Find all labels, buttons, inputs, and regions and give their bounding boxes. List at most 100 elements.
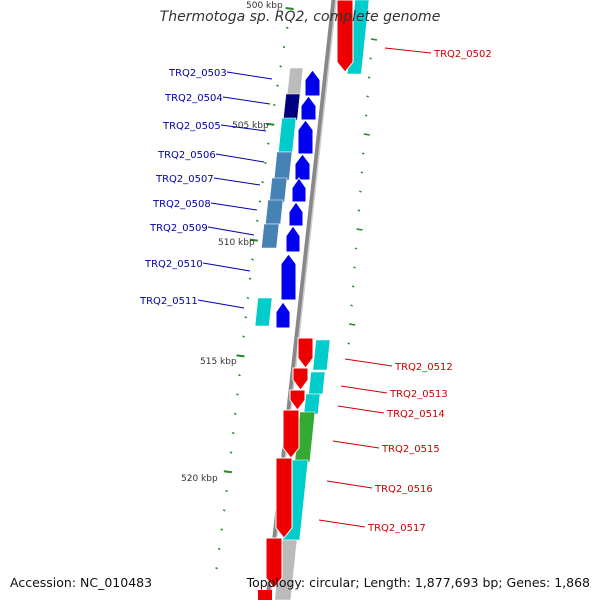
gene-label-forward: TRQ2_0508 bbox=[152, 199, 211, 210]
leader-line bbox=[318, 519, 366, 528]
gene-track bbox=[258, 0, 354, 600]
gene-label-reverse: TRQ2_0515 bbox=[381, 444, 440, 455]
major-tick bbox=[266, 122, 275, 126]
scale-label: 515 kbp bbox=[200, 357, 237, 367]
minor-tick bbox=[231, 431, 235, 435]
genome-title: Thermotoga sp. RQ2, complete genome bbox=[159, 9, 441, 25]
minor-tick bbox=[279, 65, 283, 68]
minor-tick bbox=[360, 171, 364, 174]
major-tick bbox=[223, 470, 232, 474]
scale-label: 510 kbp bbox=[218, 238, 255, 248]
forward-gene-arrow bbox=[297, 119, 314, 155]
scale-label: 500 kbp bbox=[246, 1, 283, 11]
gene-label-reverse: TRQ2_0516 bbox=[374, 484, 433, 495]
forward-gene-arrow bbox=[280, 253, 297, 301]
forward-gene-arrow bbox=[288, 201, 304, 227]
minor-tick bbox=[258, 200, 262, 203]
reverse-gene-arrow bbox=[289, 389, 306, 411]
minor-tick bbox=[367, 76, 371, 79]
minor-tick bbox=[285, 26, 289, 29]
minor-tick bbox=[276, 84, 279, 87]
cog-box bbox=[254, 297, 273, 327]
minor-tick bbox=[222, 509, 226, 512]
gene-label-reverse: TRQ2_0512 bbox=[394, 362, 453, 373]
leader-line bbox=[220, 124, 267, 132]
leader-line bbox=[207, 226, 255, 236]
leader-line bbox=[340, 385, 388, 394]
minor-tick bbox=[369, 57, 372, 60]
minor-tick bbox=[220, 528, 224, 531]
forward-gene-arrow bbox=[304, 69, 321, 97]
scale-label: 520 kbp bbox=[181, 474, 218, 484]
leader-line bbox=[197, 299, 245, 309]
cog-box bbox=[312, 339, 331, 371]
minor-tick bbox=[347, 342, 351, 345]
minor-tick bbox=[261, 181, 264, 184]
reverse-gene-arrow bbox=[265, 537, 283, 589]
minor-tick bbox=[349, 323, 356, 326]
leader-line bbox=[215, 153, 265, 163]
leader-line bbox=[344, 358, 393, 367]
minor-tick bbox=[370, 38, 378, 41]
minor-tick bbox=[264, 161, 267, 165]
minor-tick bbox=[361, 152, 365, 155]
leader-line bbox=[226, 71, 273, 80]
forward-gene-arrow bbox=[294, 153, 311, 181]
gene-label-forward: TRQ2_0505 bbox=[162, 121, 221, 132]
forward-gene-arrow bbox=[291, 177, 307, 203]
minor-tick bbox=[215, 567, 218, 570]
gene-label-reverse: TRQ2_0513 bbox=[389, 389, 448, 400]
reverse-gene-arrow bbox=[297, 337, 314, 369]
minor-tick bbox=[356, 228, 363, 231]
cog-box bbox=[286, 67, 304, 97]
major-tick bbox=[249, 238, 258, 242]
minor-tick bbox=[357, 209, 361, 212]
minor-tick bbox=[272, 103, 276, 107]
minor-tick bbox=[350, 304, 353, 307]
minor-tick bbox=[233, 412, 237, 415]
minor-tick bbox=[363, 133, 370, 136]
gene-label-forward: TRQ2_0509 bbox=[149, 223, 208, 234]
minor-tick bbox=[372, 19, 375, 22]
leader-line bbox=[222, 96, 271, 105]
minor-tick bbox=[351, 285, 355, 288]
minor-tick bbox=[364, 114, 368, 117]
minor-tick bbox=[244, 316, 248, 319]
cog-box bbox=[265, 199, 284, 225]
reverse-gene-arrow bbox=[275, 457, 293, 539]
gene-label-reverse: TRQ2_0517 bbox=[367, 523, 426, 534]
minor-tick bbox=[282, 45, 286, 49]
minor-tick bbox=[366, 95, 369, 98]
major-tick bbox=[285, 7, 294, 10]
minor-tick bbox=[225, 489, 228, 493]
leader-line bbox=[384, 47, 432, 54]
forward-gene-arrow bbox=[275, 301, 291, 329]
accession-text: Accession: NC_010483 bbox=[10, 575, 153, 590]
leader-line bbox=[337, 405, 385, 414]
label-leaders bbox=[197, 47, 432, 528]
gene-label-forward: TRQ2_0507 bbox=[155, 174, 214, 185]
scale-ticks: 500 kbp 505 kbp 510 kbp 515 kbp 520 kbp bbox=[181, 1, 378, 570]
gene-label-forward: TRQ2_0504 bbox=[164, 93, 223, 104]
leader-line bbox=[210, 202, 258, 211]
minor-tick bbox=[266, 142, 270, 145]
minor-tick bbox=[354, 247, 358, 250]
cog-box bbox=[303, 393, 321, 415]
minor-tick bbox=[238, 374, 241, 377]
gene-label-forward: TRQ2_0506 bbox=[157, 150, 216, 161]
cog-box bbox=[273, 151, 293, 181]
gene-label-forward: TRQ2_0503 bbox=[168, 68, 227, 79]
leader-line bbox=[332, 440, 380, 449]
reverse-gene-arrow bbox=[336, 0, 354, 73]
minor-tick bbox=[242, 335, 245, 338]
cog-box bbox=[269, 177, 288, 203]
gene-label-reverse: TRQ2_0514 bbox=[386, 409, 445, 420]
cog-box bbox=[308, 371, 326, 395]
minor-tick bbox=[236, 393, 239, 396]
leader-line bbox=[326, 480, 373, 489]
minor-tick bbox=[255, 219, 259, 222]
minor-tick bbox=[217, 547, 221, 551]
gene-label-reverse: TRQ2_0502 bbox=[433, 49, 492, 60]
cog-box bbox=[278, 117, 297, 153]
